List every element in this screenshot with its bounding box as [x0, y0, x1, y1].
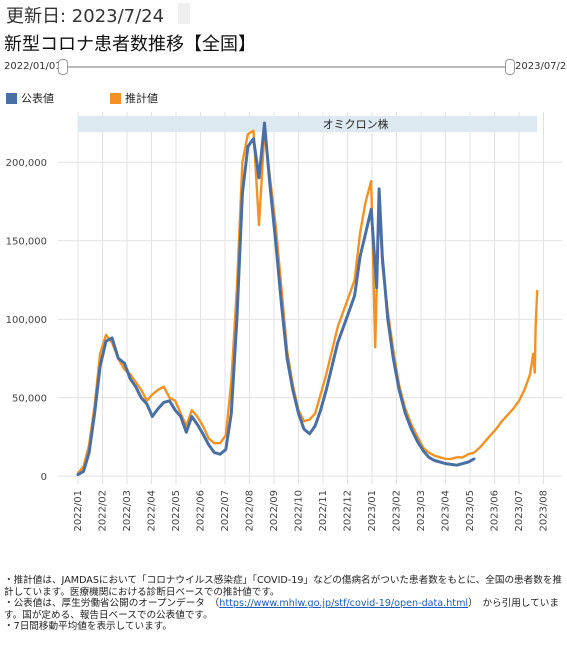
x-tick-label: 2022/10	[294, 490, 305, 532]
notes: ・推計値は、JAMDASにおいて「コロナウイルス感染症」「COVID-19」など…	[4, 575, 564, 633]
updated-date: 更新日: 2023/7/24	[6, 6, 165, 27]
x-tick-label: 2022/12	[343, 490, 354, 532]
updated-date-box	[178, 3, 190, 24]
x-tick-label: 2022/06	[196, 490, 207, 532]
note-official: ・公表値は、厚生労働省公開のオープンデータ （https://www.mhlw.…	[4, 598, 564, 621]
x-tick-label: 2022/04	[147, 490, 158, 532]
y-tick-label: 0	[41, 472, 47, 483]
legend-item-estimated[interactable]: 推計値	[110, 90, 158, 106]
x-tick-label: 2023/01	[367, 490, 378, 532]
line-chart: オミクロン株 0 50,000 100,000 150,000 200,000 2022/0…	[6, 112, 562, 532]
range-slider-track[interactable]	[64, 66, 510, 68]
x-tick-label: 2023/04	[441, 490, 452, 532]
range-end-label: 2023/07/24	[515, 61, 567, 72]
x-tick-label: 2022/09	[269, 490, 280, 532]
x-tick-label: 2023/02	[392, 490, 403, 532]
x-tick-label: 2022/08	[245, 490, 256, 532]
x-tick-label: 2022/11	[318, 490, 329, 532]
x-tick-label: 2022/05	[171, 490, 182, 532]
legend-swatch-estimated	[110, 92, 121, 104]
y-tick-label: 50,000	[12, 394, 47, 405]
x-tick-label: 2023/07	[514, 490, 525, 532]
note-estimated: ・推計値は、JAMDASにおいて「コロナウイルス感染症」「COVID-19」など…	[4, 575, 563, 598]
y-tick-label: 200,000	[6, 158, 47, 169]
y-tick-label: 150,000	[6, 237, 47, 248]
x-tick-label: 2023/08	[539, 490, 550, 532]
y-tick-label: 100,000	[6, 315, 47, 326]
page-title: 新型コロナ患者数推移【全国】	[4, 34, 256, 55]
series-line-estimated	[76, 129, 539, 475]
note-official-prefix: ・公表値は、厚生労働省公開のオープンデータ （	[4, 598, 220, 610]
annotation-label: オミクロン株	[323, 117, 389, 131]
x-tick-label: 2023/06	[490, 490, 501, 532]
x-tick-label: 2023/05	[465, 490, 476, 532]
note-moving-average: ・7日間移動平均値を表示しています。	[4, 621, 172, 633]
legend-label-official: 公表値	[21, 92, 54, 105]
x-tick-label: 2022/03	[122, 490, 133, 532]
x-tick-label: 2022/02	[98, 490, 109, 532]
annotation-band	[78, 116, 538, 132]
range-slider-start-handle[interactable]	[58, 59, 68, 75]
x-tick-label: 2022/07	[220, 490, 231, 532]
x-tick-label: 2022/01	[73, 490, 84, 532]
range-slider-end-handle[interactable]	[505, 59, 515, 75]
x-tick-label: 2023/03	[416, 490, 427, 532]
series-line-official	[76, 121, 476, 477]
legend-item-official[interactable]: 公表値	[6, 90, 54, 106]
legend-swatch-official	[6, 92, 17, 104]
open-data-link[interactable]: https://www.mhlw.go.jp/stf/covid-19/open…	[219, 598, 469, 610]
range-start-label: 2022/01/01	[4, 61, 62, 72]
legend-label-estimated: 推計値	[125, 92, 158, 105]
note-official-suffix: ） から引用しています。国が定める、報告日ベースでの公表値です。	[4, 598, 559, 621]
